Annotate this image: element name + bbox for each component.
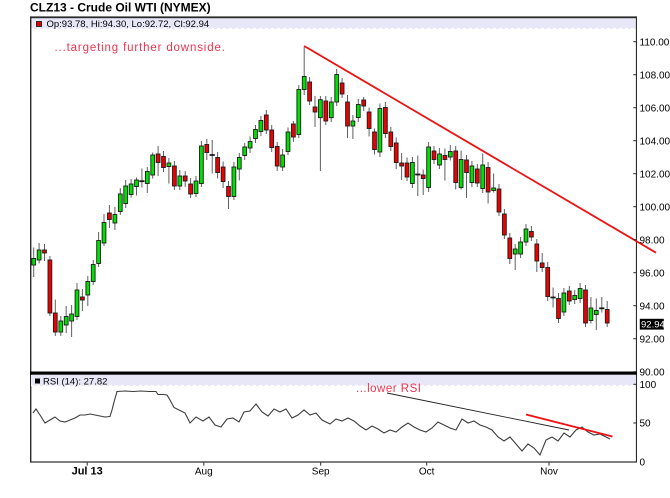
- svg-text:Oct: Oct: [419, 467, 435, 478]
- svg-text:92.94: 92.94: [641, 320, 665, 331]
- svg-text:106.00: 106.00: [640, 103, 670, 114]
- svg-text:Aug: Aug: [195, 467, 213, 478]
- svg-text:90.00: 90.00: [640, 367, 665, 378]
- svg-text:108.00: 108.00: [640, 70, 670, 81]
- svg-text:100.00: 100.00: [640, 202, 670, 213]
- svg-text:94.00: 94.00: [640, 301, 665, 312]
- svg-text:Jul 13: Jul 13: [72, 466, 103, 478]
- svg-text:0: 0: [640, 458, 646, 469]
- svg-text:110.00: 110.00: [640, 37, 670, 48]
- svg-text:Op:93.78, Hi:94.30, Lo:92.72,: Op:93.78, Hi:94.30, Lo:92.72, Cl:92.94: [47, 19, 210, 30]
- svg-text:100: 100: [640, 380, 657, 391]
- svg-text:Nov: Nov: [540, 467, 558, 478]
- svg-text:92.00: 92.00: [640, 334, 665, 345]
- svg-text:Sep: Sep: [312, 467, 330, 478]
- svg-text:104.00: 104.00: [640, 136, 670, 147]
- svg-text:RSI (14): 27.82: RSI (14): 27.82: [43, 377, 107, 388]
- svg-text:50: 50: [640, 419, 652, 430]
- svg-text:98.00: 98.00: [640, 235, 665, 246]
- svg-text:96.00: 96.00: [640, 268, 665, 279]
- svg-text:...targeting further downside.: ...targeting further downside.: [55, 42, 226, 54]
- svg-text:102.00: 102.00: [640, 169, 670, 180]
- svg-text:CLZ13 - Crude Oil WTI (NYMEX): CLZ13 - Crude Oil WTI (NYMEX): [30, 1, 211, 15]
- svg-text:...lower RSI: ...lower RSI: [356, 383, 421, 395]
